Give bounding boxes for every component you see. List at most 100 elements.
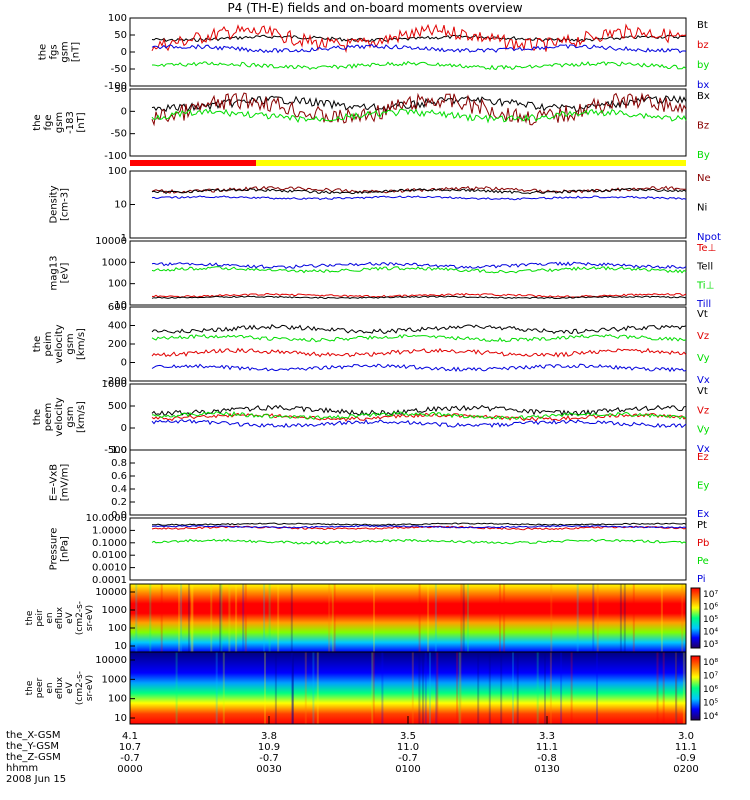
spec-ytick-label-peer-1: 1000 <box>102 674 127 685</box>
legend-pressure-0: Pt <box>697 520 707 531</box>
ytick-label-density-2: 1 <box>121 233 127 244</box>
legend-fgs-3: bx <box>697 80 709 91</box>
spectrogram-streak-peer-36 <box>656 652 659 724</box>
ytick-label-density-0: 100 <box>108 166 127 177</box>
series-mag-1 <box>151 295 687 300</box>
y-gsm-label: the_Y-GSM <box>6 741 60 752</box>
ephem-2-0: -0.7 <box>120 753 140 764</box>
spectrogram-streak-peer-11 <box>422 652 424 724</box>
ytick-label-pressure-1: 1.0000 <box>92 525 127 536</box>
series-peem-2 <box>151 411 687 420</box>
ytick-label-mag-1: 1000 <box>102 257 127 268</box>
panel-frame-pressure <box>129 517 687 581</box>
legend-efield-0: Ez <box>697 452 709 463</box>
spectrogram-streak-peer-14 <box>675 652 678 724</box>
spectrogram-streak-peir-10 <box>328 584 331 652</box>
spectrogram-streak-peer-33 <box>544 652 546 724</box>
legend-mag-2: Ti⊥ <box>696 280 714 291</box>
spectrogram-streak-peer-1 <box>435 652 438 724</box>
ephem-3-3: 0130 <box>534 764 559 775</box>
ytick-label-fgs-3: -50 <box>111 64 127 75</box>
colorbar-label-peer-3: 10⁵ <box>703 699 718 709</box>
ytick-label-pressure-2: 0.1000 <box>92 538 127 549</box>
spectrogram-streak-peer-31 <box>436 652 439 724</box>
legend-density-2: Npot <box>697 232 721 243</box>
series-mag-0 <box>151 292 687 298</box>
spectrogram-streak-peer-25 <box>662 652 665 724</box>
spectrogram-streak-peer-0 <box>264 652 266 724</box>
legend-peem-2: Vy <box>697 425 710 436</box>
panel-frame-density <box>129 170 687 239</box>
spectrogram-streak-peir-24 <box>135 584 138 652</box>
ylabel-density-1: [cm-3] <box>60 188 71 221</box>
ylabel-mag-0: mag13 <box>49 256 60 291</box>
colorbar-peir <box>690 587 701 649</box>
spec-ylabel-peer-3: eflux <box>55 676 65 699</box>
ephem-0-0: 4.1 <box>122 731 138 742</box>
spectrogram-streak-peir-39 <box>160 584 163 652</box>
spec-ytick-label-peir-2: 100 <box>108 623 127 634</box>
series-peim-1 <box>151 347 687 358</box>
series-peem-3 <box>151 419 687 429</box>
spectrogram-streak-peir-4 <box>242 584 245 652</box>
ytick-label-peim-3: 0 <box>121 358 127 369</box>
hhmm-label: hhmm <box>6 763 39 774</box>
ytick-label-fge-3: -100 <box>104 151 127 162</box>
spectrogram-streak-peer-9 <box>570 652 573 724</box>
ephem-2-1: -0.7 <box>259 753 279 764</box>
ylabel-peim-3: gsm <box>65 333 76 354</box>
colorbar-label-peir-2: 10⁵ <box>703 615 718 625</box>
spectrogram-streak-peer-20 <box>424 652 427 724</box>
series-pressure-2 <box>151 538 687 545</box>
spectrogram-streak-peir-15 <box>503 584 506 652</box>
spectrogram-streak-peer-35 <box>512 652 514 724</box>
ytick-label-fgs-2: 0 <box>121 47 127 58</box>
spec-ytick-label-peir-3: 10 <box>114 641 127 652</box>
spectrogram-streak-peir-36 <box>190 584 193 652</box>
series-peem-0 <box>151 404 687 417</box>
series-fge-2 <box>151 108 687 124</box>
colorbar-label-peir-0: 10⁷ <box>703 590 718 600</box>
mode-bar-yellow <box>256 160 686 166</box>
ytick-label-fgs-4: -100 <box>104 81 127 92</box>
series-fgs-1 <box>151 23 687 54</box>
ylabel-pressure-0: Pressure <box>49 528 60 571</box>
ytick-label-peem-3: -500 <box>104 445 127 456</box>
ylabel-efield-1: [mV/m] <box>60 464 71 502</box>
ephem-1-1: 10.9 <box>258 742 280 753</box>
ytick-label-fgs-1: 50 <box>114 30 127 41</box>
series-pressure-3 <box>152 524 687 529</box>
spec-ytick-label-peer-2: 100 <box>108 694 127 705</box>
ytick-label-peim-1: 400 <box>108 321 127 332</box>
spectrogram-streak-peir-29 <box>290 584 293 652</box>
spectrogram-streak-peer-18 <box>274 652 277 724</box>
colorbar-label-peir-4: 10³ <box>703 640 718 650</box>
spectrogram-streak-peir-28 <box>462 584 465 652</box>
spectrogram-streak-peer-2 <box>372 652 375 724</box>
x-gsm-label: the_X-GSM <box>6 730 61 741</box>
spec-ytick-label-peer-3: 10 <box>114 713 127 724</box>
ylabel-fge-1: fge <box>43 114 54 130</box>
ytick-label-pressure-5: 0.0001 <box>92 575 127 586</box>
ytick-label-fge-1: 0 <box>121 106 127 117</box>
spectrogram-peer <box>130 652 686 724</box>
spec-ylabel-peer-2: en <box>45 682 55 693</box>
ylabel-fge-3: -183 <box>65 111 76 134</box>
spec-ylabel-peir-4: eV <box>65 611 75 624</box>
page-title: P4 (TH-E) fields and on-board moments ov… <box>227 1 523 15</box>
spectrogram-streak-peir-38 <box>592 584 595 652</box>
spec-ylabel-peer-0: the <box>25 680 35 695</box>
spectrogram-streak-peir-33 <box>277 584 280 652</box>
legend-pressure-2: Pe <box>697 556 709 567</box>
legend-peem-3: Vx <box>697 444 710 455</box>
spec-ytick-label-peir-0: 10000 <box>95 587 127 598</box>
spectrogram-streak-peir-1 <box>191 584 194 652</box>
spectrogram-streak-peer-12 <box>477 652 480 724</box>
ytick-label-efield-1: 0.8 <box>111 458 127 469</box>
series-mag-3 <box>151 261 687 270</box>
ytick-label-efield-3: 0.4 <box>111 484 127 495</box>
legend-fgs-0: Bt <box>697 20 708 31</box>
spectrogram-streak-peer-16 <box>500 652 503 724</box>
spectrogram-peir <box>130 584 686 652</box>
legend-density-1: Ni <box>697 203 707 214</box>
